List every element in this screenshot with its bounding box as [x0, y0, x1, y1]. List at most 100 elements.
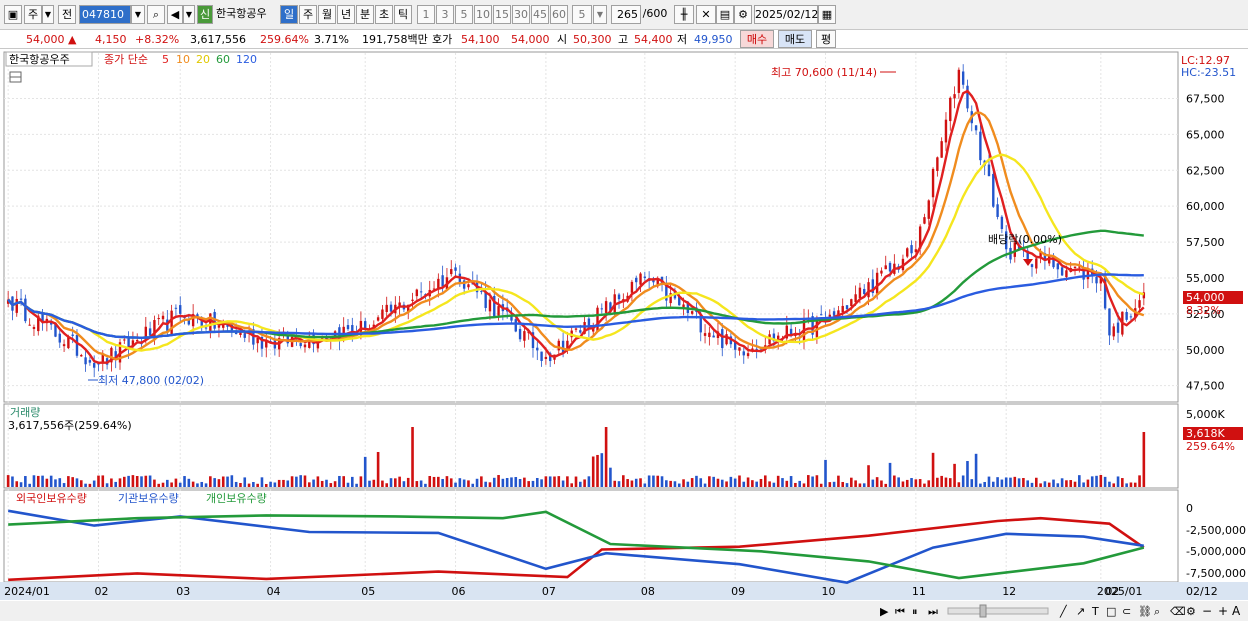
candle-body: [467, 284, 470, 288]
candle-body: [910, 245, 913, 254]
stock-chart[interactable]: 한국항공우주 종가 단순 5 10 20 60 120 최고 70,600 (1…: [0, 50, 1248, 621]
scroll-first-icon[interactable]: ⏮: [895, 605, 905, 618]
search-chart-icon[interactable]: ⌕: [1154, 605, 1160, 618]
candle-body: [1095, 276, 1098, 284]
candle-body: [6, 299, 10, 304]
period-tick-tab[interactable]: 틱: [394, 5, 412, 24]
volume-bar: [458, 478, 462, 487]
volume-bar: [940, 475, 943, 487]
avg-button[interactable]: 평: [816, 30, 836, 48]
scroll-last-icon[interactable]: ⏭: [928, 605, 938, 618]
scroll-right-icon[interactable]: ▶: [880, 605, 889, 618]
speaker-icon[interactable]: ◀: [167, 5, 183, 24]
stock-code-input[interactable]: 047810: [79, 5, 131, 24]
interval-select[interactable]: 5: [572, 5, 592, 24]
candle-body: [949, 97, 952, 122]
period-year-tab[interactable]: 년: [337, 5, 355, 24]
legend-ma5: 5: [162, 53, 169, 66]
period-week-tab[interactable]: 주: [299, 5, 317, 24]
layout-icon[interactable]: ▣: [4, 5, 22, 24]
candle-body: [884, 265, 887, 270]
interval-3[interactable]: 3: [436, 5, 454, 24]
save-icon[interactable]: ▤: [716, 5, 734, 24]
settings-chart-icon[interactable]: ⚙: [1186, 605, 1196, 618]
candle-body: [863, 288, 866, 294]
count-input[interactable]: 265: [611, 5, 641, 24]
volume-bar: [329, 483, 333, 487]
volume-bar: [230, 475, 234, 487]
candle-icon[interactable]: ╫: [674, 5, 694, 24]
interval-45[interactable]: 45: [531, 5, 549, 24]
candle-body: [411, 299, 414, 301]
market-select[interactable]: 주: [24, 5, 42, 24]
draw-arrow-icon[interactable]: ↗: [1076, 605, 1085, 618]
volume-bar: [587, 476, 591, 487]
candle-body: [630, 281, 634, 293]
interval-30[interactable]: 30: [512, 5, 530, 24]
volume-bar: [695, 475, 698, 487]
code-dropdown-icon[interactable]: ▼: [131, 5, 145, 24]
gear-icon[interactable]: ⚙: [734, 5, 752, 24]
candle-body: [574, 328, 578, 330]
sell-button[interactable]: 매도: [778, 30, 812, 48]
candle-body: [1103, 273, 1107, 309]
draw-text-icon[interactable]: T: [1091, 605, 1099, 618]
volume-bar: [979, 483, 982, 487]
candle-body: [828, 314, 832, 317]
volume-bar: [1078, 475, 1081, 487]
zoom-slider-handle[interactable]: [979, 604, 987, 618]
eraser-icon[interactable]: ⌫: [1170, 605, 1186, 618]
candle-body: [1013, 242, 1016, 257]
interval-15[interactable]: 15: [493, 5, 511, 24]
chart-area[interactable]: 한국항공우주 종가 단순 5 10 20 60 120 최고 70,600 (1…: [0, 50, 1248, 621]
holdings-axis-3: -7,500,000: [1186, 567, 1246, 580]
volume-bar: [789, 476, 793, 487]
period-day-tab[interactable]: 일: [280, 5, 298, 24]
magnet-icon[interactable]: ⊂: [1122, 605, 1131, 618]
zoom-slider[interactable]: [947, 607, 1049, 615]
prev-button[interactable]: 전: [58, 5, 76, 24]
volume-bar: [854, 480, 857, 487]
calendar-icon[interactable]: ▦: [818, 5, 836, 24]
scroll-pause-icon[interactable]: ⏸: [912, 605, 918, 618]
search-icon[interactable]: ⌕: [147, 5, 165, 24]
volume-bar: [626, 479, 629, 487]
interval-1[interactable]: 1: [417, 5, 435, 24]
volume-bar: [376, 451, 380, 487]
interval-60[interactable]: 60: [550, 5, 568, 24]
candle-body: [342, 326, 345, 338]
interval-10[interactable]: 10: [474, 5, 492, 24]
volume-bar: [686, 481, 690, 487]
candle-body: [742, 351, 745, 356]
market-dropdown-icon[interactable]: ▼: [42, 5, 54, 24]
font-size-icon[interactable]: A: [1232, 604, 1241, 618]
interval-dropdown-icon[interactable]: ▼: [593, 5, 607, 24]
volume-bar: [1103, 476, 1107, 487]
interval-5[interactable]: 5: [455, 5, 473, 24]
volume-bar: [19, 482, 23, 487]
candle-body: [733, 341, 737, 350]
candle-body: [1004, 231, 1008, 250]
candle-body: [639, 273, 642, 285]
period-second-tab[interactable]: 초: [375, 5, 393, 24]
volume-bar: [991, 481, 995, 487]
link-icon[interactable]: ⛓: [1138, 605, 1152, 618]
volume-bar: [983, 481, 986, 487]
date-input[interactable]: 2025/02/12: [754, 5, 818, 24]
period-minute-tab[interactable]: 분: [356, 5, 374, 24]
candle-body: [540, 351, 543, 361]
draw-shape-icon[interactable]: □: [1106, 605, 1116, 618]
candle-body: [88, 360, 92, 363]
volume-bar: [862, 483, 866, 487]
volume-bar: [1060, 478, 1064, 487]
volume-bar: [518, 479, 522, 487]
volume-bar: [763, 475, 767, 487]
candle-body: [931, 168, 935, 198]
draw-line-icon[interactable]: ╱: [1059, 604, 1068, 618]
buy-button[interactable]: 매수: [740, 30, 774, 48]
period-month-tab[interactable]: 월: [318, 5, 336, 24]
speaker-dropdown-icon[interactable]: ▼: [183, 5, 195, 24]
crosshair-icon[interactable]: ✕: [696, 5, 716, 24]
zoom-out-icon[interactable]: −: [1202, 604, 1212, 618]
zoom-in-icon[interactable]: +: [1218, 604, 1228, 618]
